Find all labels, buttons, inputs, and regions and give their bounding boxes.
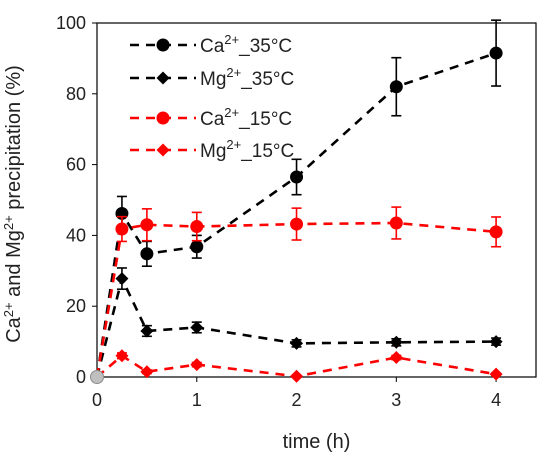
y-axis-label-part: precipitation (%)	[3, 65, 25, 215]
data-point	[190, 358, 204, 372]
legend-swatch-marker	[156, 111, 170, 125]
legend-label-superscript: 2+	[226, 137, 241, 152]
legend-label: Ca2+_15°C	[200, 105, 292, 130]
data-point	[190, 320, 204, 334]
y-tick-label: 60	[66, 155, 86, 175]
legend-entry-2: Mg2+_35°C	[130, 65, 294, 90]
data-point	[489, 46, 503, 60]
plot-area	[96, 22, 537, 378]
data-point	[115, 349, 129, 363]
data-point	[140, 218, 154, 232]
data-point	[290, 170, 304, 184]
y-tick-label: 0	[76, 367, 86, 387]
origin-point	[90, 370, 104, 384]
legend-swatch-marker	[156, 143, 170, 157]
data-point	[489, 225, 503, 239]
data-point	[290, 369, 304, 383]
y-axis-label-superscript: 2+	[1, 215, 16, 230]
axes: 0 20 40 60 80 100 0 1 2 3 4	[56, 13, 501, 410]
data-point	[290, 336, 304, 350]
legend-label: Mg2+_35°C	[200, 65, 294, 90]
legend-entry-3: Ca2+_15°C	[130, 105, 292, 130]
y-tick-label: 100	[56, 13, 86, 33]
legend-label-superscript: 2+	[226, 65, 241, 80]
series-layer	[90, 19, 503, 384]
data-point	[290, 217, 304, 231]
data-point	[115, 272, 129, 286]
y-axis-label: Ca2+ and Mg2+ precipitation (%)	[1, 65, 25, 343]
y-tick-label: 80	[66, 84, 86, 104]
data-point	[140, 324, 154, 338]
legend-label-part: Ca	[200, 109, 225, 130]
data-point	[140, 365, 154, 379]
legend-entry-4: Mg2+_15°C	[130, 137, 294, 162]
legend-label-superscript: 2+	[224, 32, 239, 47]
data-point	[489, 335, 503, 349]
x-axis-label: time (h)	[283, 431, 351, 453]
series-4	[90, 349, 503, 384]
x-tick-label: 2	[292, 390, 302, 410]
legend-label-part: Ca	[200, 36, 225, 57]
legend-label: Mg2+_15°C	[200, 137, 294, 162]
legend-label-part: Mg	[200, 141, 226, 162]
y-axis-label-superscript: 2+	[1, 302, 16, 317]
data-point	[190, 220, 204, 234]
data-point	[190, 240, 204, 254]
data-point	[489, 367, 503, 381]
legend-label-part: _15°C	[238, 109, 292, 130]
series-3	[90, 206, 503, 384]
y-tick-label: 20	[66, 296, 86, 316]
x-tick-label: 4	[491, 390, 501, 410]
data-point	[115, 222, 129, 236]
data-point	[389, 80, 403, 94]
data-point	[389, 335, 403, 349]
legend-label: Ca2+_35°C	[200, 32, 292, 57]
data-point	[389, 216, 403, 230]
series-line	[95, 274, 497, 378]
legend-label-part: _35°C	[240, 69, 294, 90]
data-point	[389, 351, 403, 365]
legend-entry-1: Ca2+_35°C	[130, 32, 292, 57]
x-tick-label: 3	[391, 390, 401, 410]
series-line	[95, 221, 497, 378]
series-1	[90, 19, 503, 384]
legend-label-superscript: 2+	[224, 105, 239, 120]
y-axis-label-part: and Mg	[3, 230, 25, 302]
data-point	[140, 247, 154, 261]
legend-swatch-marker	[156, 38, 170, 52]
x-tick-label: 0	[92, 390, 102, 410]
legend-label-part: Mg	[200, 69, 226, 90]
y-tick-label: 40	[66, 225, 86, 245]
y-axis-label-part: Ca	[3, 316, 25, 342]
legend-label-part: _15°C	[240, 141, 294, 162]
legend-swatch-marker	[156, 71, 170, 85]
x-tick-label: 1	[192, 390, 202, 410]
plot-frame	[96, 22, 537, 378]
legend-label-part: _35°C	[238, 36, 292, 57]
